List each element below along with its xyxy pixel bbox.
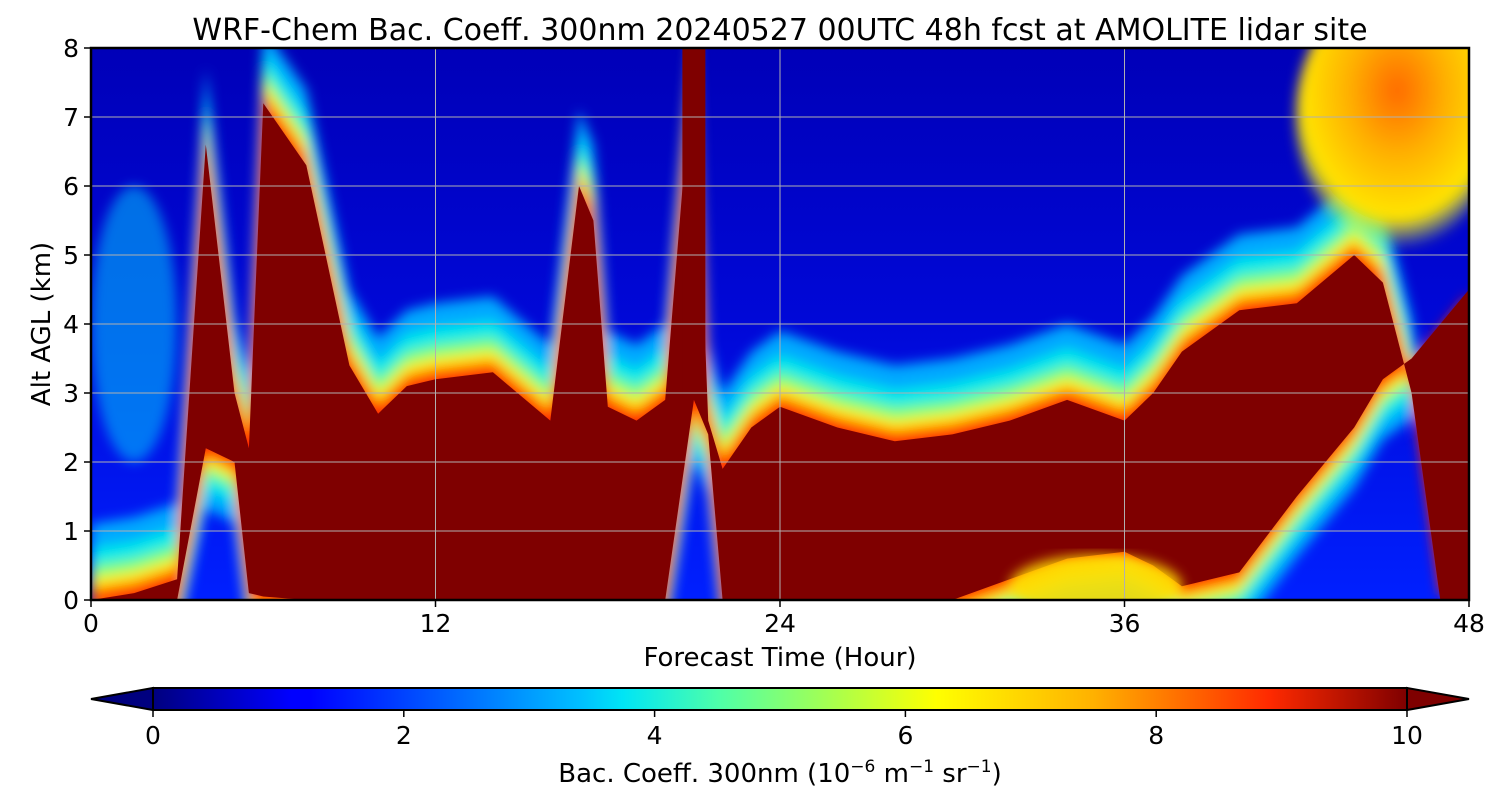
colorbar-ticks: 0 2 4 6 8 10: [145, 710, 1423, 750]
colorbar: 0 2 4 6 8 10 Bac. Coeff. 300nm (10−6 m−1 sr−1…: [90, 686, 1470, 789]
colorbar-gradient: [153, 688, 1407, 710]
x-tick-label: 12: [420, 609, 452, 638]
y-tick-label: 5: [63, 241, 79, 270]
colorbar-tick-label: 2: [396, 721, 412, 750]
colorbar-label: Bac. Coeff. 300nm (10−6 m−1 sr−1): [558, 757, 1001, 789]
x-tick-label: 24: [764, 609, 796, 638]
y-axis-label: Alt AGL (km): [27, 242, 57, 406]
y-tick-label: 7: [63, 103, 79, 132]
y-tick-label: 3: [63, 379, 79, 408]
backscatter-field: [91, 48, 1469, 600]
colorbar-extend-low: [90, 686, 154, 712]
y-tick-label: 8: [63, 34, 79, 63]
y-axis-ticks: 0 1 2 3 4 5 6 7 8: [63, 34, 91, 615]
y-tick-label: 1: [63, 517, 79, 546]
y-tick-label: 6: [63, 172, 79, 201]
y-tick-label: 2: [63, 448, 79, 477]
colorbar-tick-label: 10: [1391, 721, 1423, 750]
colorbar-tick-label: 8: [1148, 721, 1164, 750]
x-tick-label: 48: [1453, 609, 1485, 638]
upper-aerosol-cloud: [1295, 48, 1469, 250]
colorbar-tick-label: 0: [145, 721, 161, 750]
low-yellow-patch: [1009, 555, 1182, 600]
x-axis-label: Forecast Time (Hour): [643, 643, 916, 673]
y-tick-label: 0: [63, 586, 79, 615]
colorbar-tick-label: 6: [897, 721, 913, 750]
chart-title: WRF-Chem Bac. Coeff. 300nm 20240527 00UT…: [192, 13, 1367, 48]
colorbar-extend-high: [1406, 686, 1470, 712]
x-tick-label: 0: [83, 609, 99, 638]
y-tick-label: 4: [63, 310, 79, 339]
colorbar-tick-label: 4: [647, 721, 663, 750]
narrow-plume-core: [682, 48, 706, 400]
x-axis-ticks: 0 12 24 36 48: [83, 600, 1485, 638]
x-tick-label: 36: [1109, 609, 1141, 638]
